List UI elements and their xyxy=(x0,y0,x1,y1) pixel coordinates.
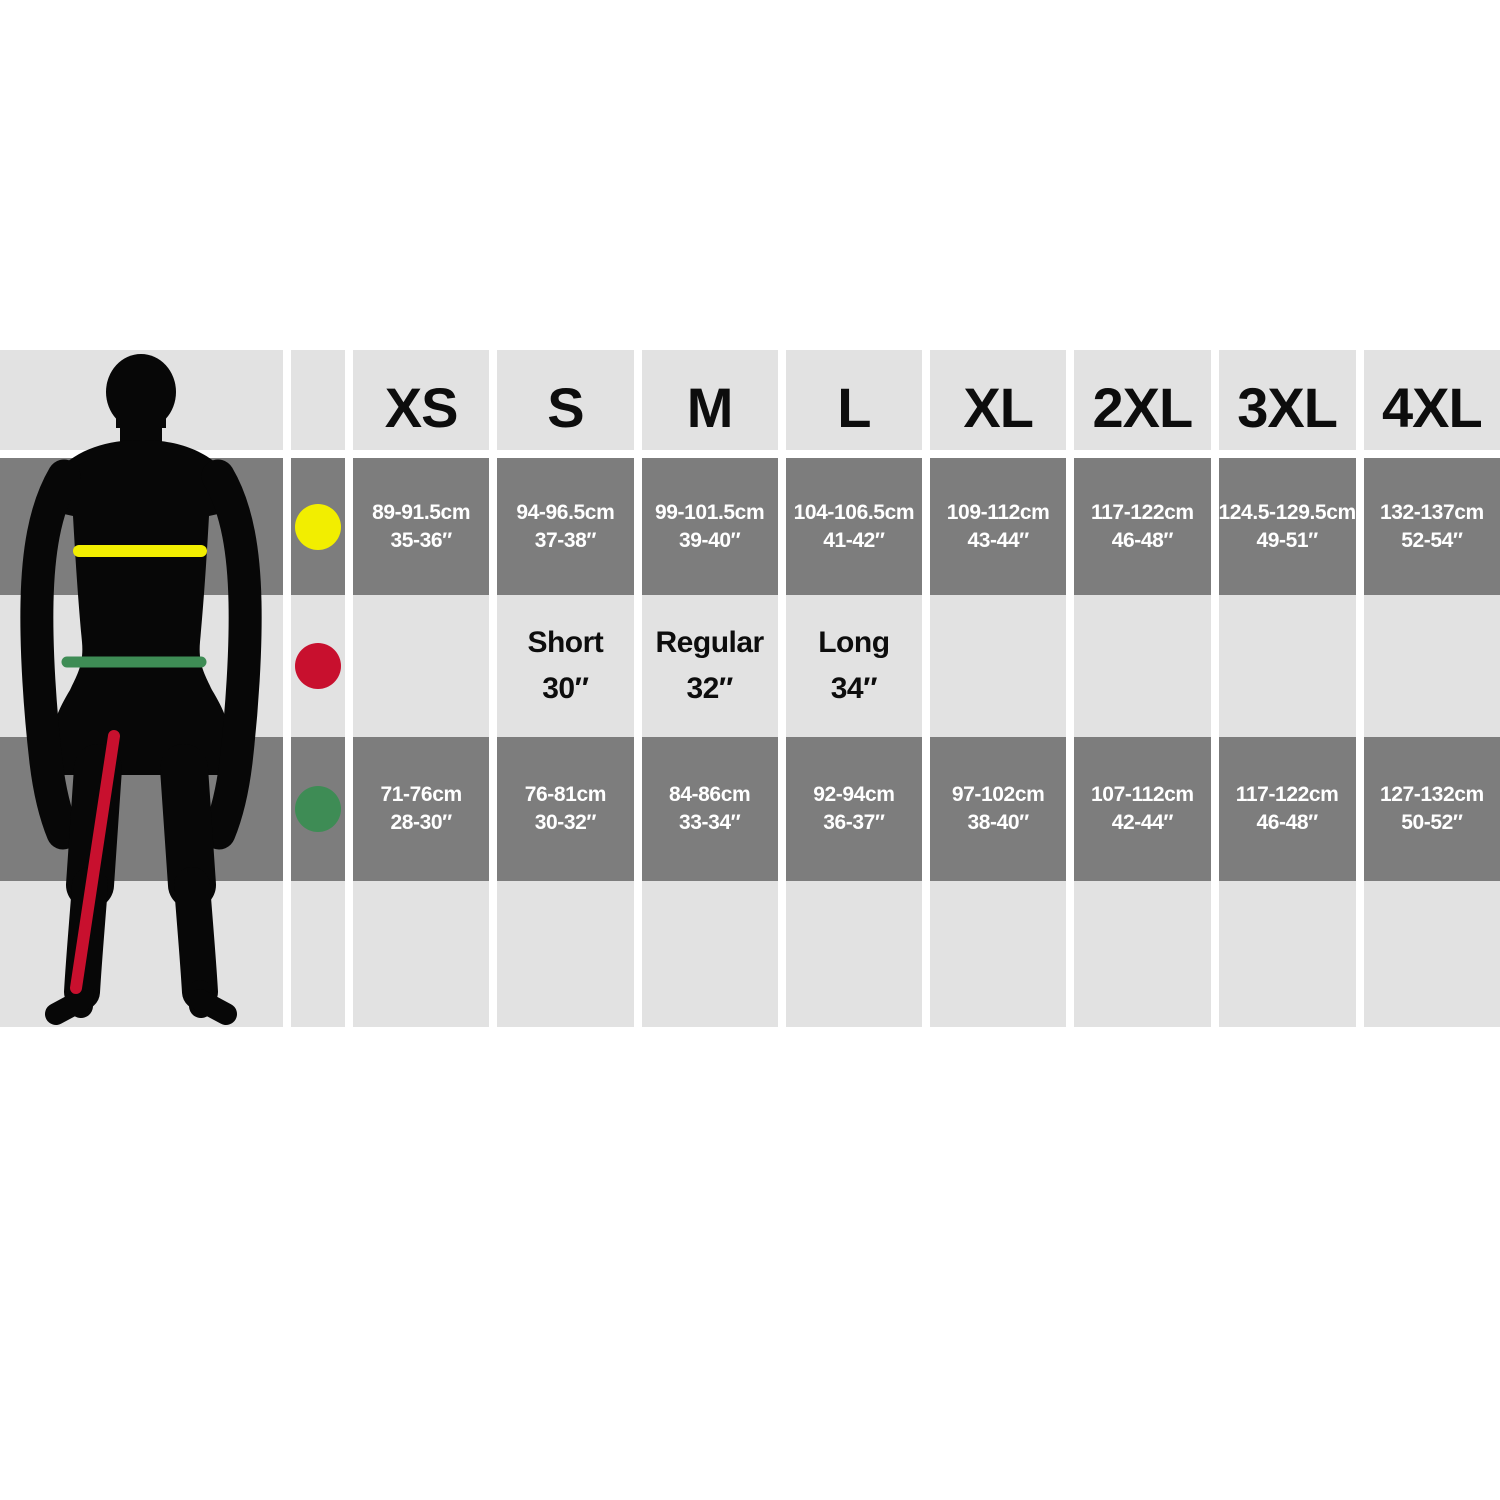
size-header-xl: XL xyxy=(930,350,1067,450)
chest-cell-xs: 89-91.5cm 35-36″ xyxy=(353,458,490,595)
leg-label: Short xyxy=(527,626,604,659)
chest-in: 35-36″ xyxy=(390,528,452,552)
chest-cell-4xl: 132-137cm 52-54″ xyxy=(1363,458,1500,595)
chest-cm: 117-122cm xyxy=(1091,500,1194,524)
leg-length-dot-icon xyxy=(295,643,341,689)
empty-cell xyxy=(785,881,922,1027)
leg-value: 32″ xyxy=(686,672,734,705)
waist-cell-2xl: 107-112cm 42-44″ xyxy=(1074,737,1211,881)
waist-cm: 76-81cm xyxy=(524,783,607,806)
chest-dot-icon xyxy=(295,503,341,550)
waist-cell-s: 76-81cm 30-32″ xyxy=(497,737,634,881)
chest-in: 39-40″ xyxy=(678,528,741,552)
waist-cell-l: 92-94cm 36-37″ xyxy=(785,737,922,881)
size-header-m: M xyxy=(641,350,778,450)
waist-dot-icon xyxy=(295,786,341,832)
chest-cm: 94-96.5cm xyxy=(516,500,615,524)
leg-cell-3xl xyxy=(1218,595,1356,737)
chest-in: 46-48″ xyxy=(1111,528,1174,552)
empty-cell xyxy=(930,881,1067,1027)
chest-cell-m: 99-101.5cm 39-40″ xyxy=(641,458,778,595)
leg-label: Regular xyxy=(655,626,765,659)
leg-cell-m: Regular 32″ xyxy=(641,595,778,737)
legend-bottom-cell xyxy=(291,881,345,1027)
chest-cell-xl: 109-112cm 43-44″ xyxy=(930,458,1067,595)
chest-in: 49-51″ xyxy=(1256,528,1318,552)
waist-in: 42-44″ xyxy=(1111,811,1174,834)
chest-cm: 104-106.5cm xyxy=(793,500,915,524)
size-header-2xl: 2XL xyxy=(1074,350,1211,450)
chest-in: 43-44″ xyxy=(967,528,1029,552)
empty-cell xyxy=(1218,881,1356,1027)
waist-in: 38-40″ xyxy=(967,811,1029,834)
waist-in: 50-52″ xyxy=(1401,811,1463,834)
legend-header-cell xyxy=(291,350,345,450)
size-chart: XS S M L XL 2XL 3XL 4XL 89-91.5cm 35-36″… xyxy=(0,350,1500,1027)
size-header-4xl: 4XL xyxy=(1363,350,1500,450)
waist-cell-4xl: 127-132cm 50-52″ xyxy=(1363,737,1500,881)
chest-dot xyxy=(295,503,341,550)
size-header-xs: XS xyxy=(353,350,490,450)
waist-dot xyxy=(295,786,341,832)
size-header-s: S xyxy=(497,350,634,450)
chest-in: 52-54″ xyxy=(1401,528,1463,552)
chest-cm: 99-101.5cm xyxy=(654,500,765,524)
chest-cm: 124.5-129.5cm xyxy=(1218,500,1357,524)
empty-cell xyxy=(353,881,490,1027)
chest-cm: 132-137cm xyxy=(1379,500,1484,524)
waist-cm: 107-112cm xyxy=(1091,783,1194,806)
silhouette-shapes xyxy=(43,354,239,775)
chest-in: 37-38″ xyxy=(534,528,597,552)
waist-in: 46-48″ xyxy=(1256,811,1318,834)
chest-indicator-cell xyxy=(291,458,345,595)
waist-cell-xs: 71-76cm 28-30″ xyxy=(353,737,490,881)
chest-cell-3xl: 124.5-129.5cm 49-51″ xyxy=(1218,458,1357,595)
empty-cell xyxy=(1074,881,1211,1027)
leg-value: 30″ xyxy=(542,672,589,705)
waist-cm: 92-94cm xyxy=(813,783,895,806)
waist-cell-xl: 97-102cm 38-40″ xyxy=(930,737,1067,881)
waist-cm: 84-86cm xyxy=(668,783,751,806)
inseam-measure-line xyxy=(70,730,120,994)
waist-in: 30-32″ xyxy=(534,811,597,834)
leg-length-dot xyxy=(295,643,341,689)
body-silhouette-panel xyxy=(0,350,283,1027)
leg-cell-xs xyxy=(353,595,490,737)
leg-cell-xl xyxy=(930,595,1067,737)
leg-cell-4xl xyxy=(1363,595,1500,737)
waist-cell-3xl: 117-122cm 46-48″ xyxy=(1218,737,1356,881)
stripe-bottom xyxy=(0,881,283,1027)
leg-cell-s: Short 30″ xyxy=(497,595,634,737)
leg-length-indicator-cell xyxy=(291,595,345,737)
chest-cell-l: 104-106.5cm 41-42″ xyxy=(785,458,922,595)
chest-cell-s: 94-96.5cm 37-38″ xyxy=(497,458,634,595)
waist-cm: 71-76cm xyxy=(380,783,462,806)
waist-in: 28-30″ xyxy=(390,811,452,834)
waist-indicator-cell xyxy=(291,737,345,881)
size-header-l: L xyxy=(785,350,922,450)
size-header-3xl: 3XL xyxy=(1218,350,1356,450)
chest-cm: 89-91.5cm xyxy=(372,500,471,524)
empty-cell xyxy=(497,881,634,1027)
leg-label: Long xyxy=(818,626,890,659)
empty-cell xyxy=(641,881,778,1027)
chest-cm: 109-112cm xyxy=(946,500,1050,524)
chest-in: 41-42″ xyxy=(823,528,885,552)
body-silhouette xyxy=(20,354,262,1025)
leg-value: 34″ xyxy=(830,672,878,705)
chest-cell-2xl: 117-122cm 46-48″ xyxy=(1074,458,1211,595)
waist-cm: 127-132cm xyxy=(1379,783,1484,806)
waist-cm: 97-102cm xyxy=(951,783,1045,806)
waist-in: 33-34″ xyxy=(678,811,741,834)
leg-cell-2xl xyxy=(1074,595,1211,737)
waist-cm: 117-122cm xyxy=(1235,783,1339,806)
waist-cell-m: 84-86cm 33-34″ xyxy=(641,737,778,881)
leg-cell-l: Long 34″ xyxy=(785,595,922,737)
waist-in: 36-37″ xyxy=(823,811,885,834)
empty-cell xyxy=(1363,881,1500,1027)
